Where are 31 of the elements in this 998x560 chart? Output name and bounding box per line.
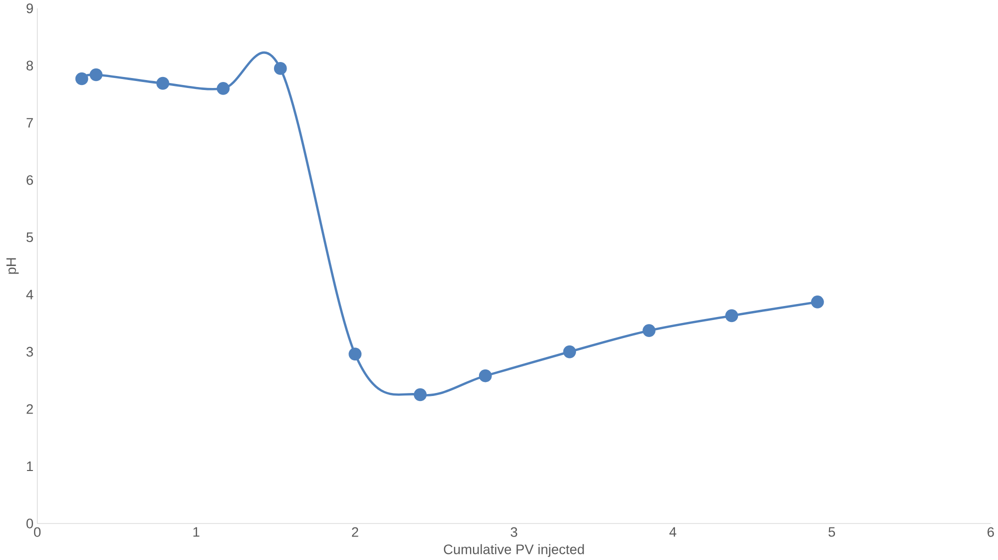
x-tick-label: 6 bbox=[988, 527, 994, 537]
y-tick-label: 0 bbox=[26, 518, 34, 528]
point bbox=[156, 76, 170, 90]
point bbox=[563, 345, 576, 358]
y-axis-title: pH bbox=[6, 258, 19, 274]
y-tick-label: 6 bbox=[26, 175, 33, 185]
x-tick-label: 4 bbox=[669, 527, 676, 536]
point bbox=[642, 324, 656, 337]
point bbox=[811, 295, 824, 308]
point bbox=[216, 82, 230, 95]
y-tick-label: 1 bbox=[26, 461, 33, 471]
x-tick-label: 1 bbox=[193, 527, 200, 536]
y-tick-label: 4 bbox=[26, 290, 34, 300]
x-tick-label: 0 bbox=[34, 527, 41, 537]
y-tick-label: 2 bbox=[26, 404, 33, 414]
point bbox=[348, 347, 362, 360]
point bbox=[274, 62, 287, 75]
y-tick-label: 3 bbox=[26, 346, 33, 356]
point bbox=[90, 68, 103, 81]
x-tick-label: 5 bbox=[828, 527, 836, 537]
y-tick-label: 8 bbox=[26, 60, 33, 70]
x-axis-title: Cumulative PV injected bbox=[444, 544, 584, 557]
y-tick-label: 5 bbox=[26, 232, 33, 242]
y-tick-label: 9 bbox=[26, 3, 33, 13]
x-tick-label: 2 bbox=[352, 527, 358, 537]
point bbox=[414, 388, 427, 401]
point bbox=[75, 72, 88, 85]
y-tick-label: 7 bbox=[26, 118, 33, 128]
point bbox=[725, 309, 738, 322]
point bbox=[478, 369, 492, 382]
x-tick-label: 3 bbox=[510, 527, 518, 537]
